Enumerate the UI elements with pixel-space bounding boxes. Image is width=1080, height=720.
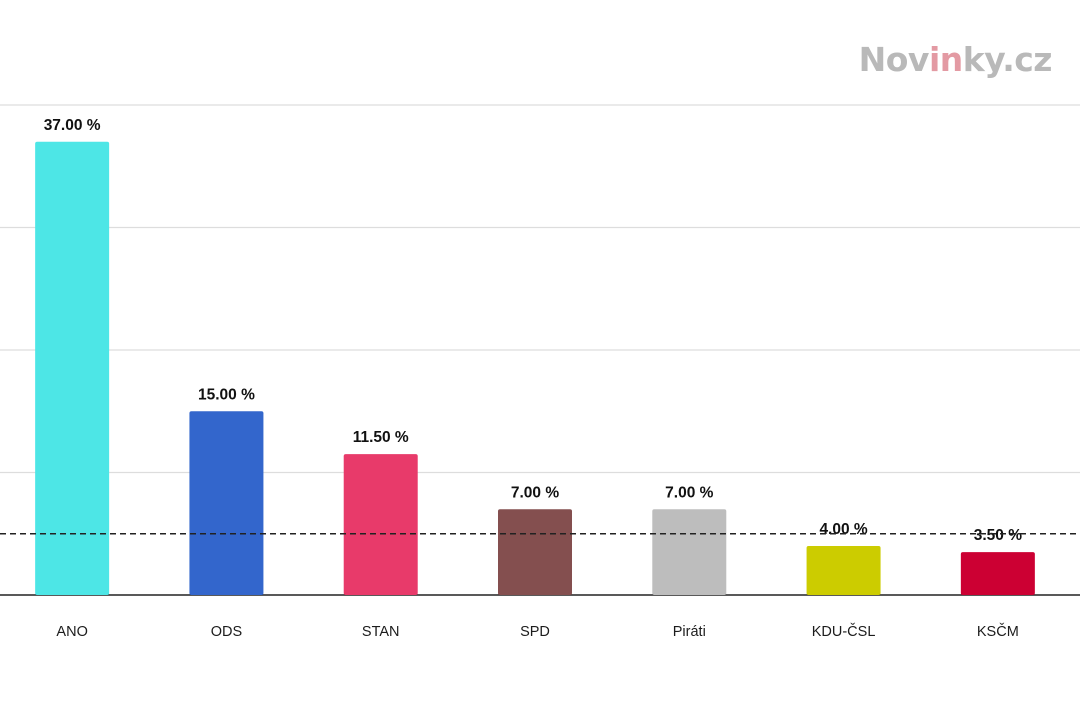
value-label: 3.50 % — [974, 527, 1022, 544]
bar-ksčm — [960, 552, 1035, 595]
bars — [35, 141, 1035, 595]
value-label: 15.00 % — [198, 386, 255, 403]
category-label: ODS — [211, 624, 242, 640]
logo-text-end: ky.cz — [962, 40, 1053, 79]
category-label: ANO — [56, 624, 87, 640]
category-label: SPD — [520, 624, 550, 640]
category-label: Piráti — [673, 624, 706, 640]
logo-text-accent: in — [928, 40, 963, 79]
bar-ods — [189, 411, 264, 595]
category-label: KDU-ČSL — [812, 623, 876, 640]
value-label: 4.00 % — [819, 521, 867, 538]
category-labels: ANO ODS STAN SPD Piráti KDU-ČSL KSČM — [56, 623, 1018, 640]
value-label: 7.00 % — [511, 484, 559, 501]
bar-stan — [343, 454, 418, 595]
bar-ano — [35, 141, 110, 595]
value-label: 11.50 % — [353, 429, 409, 446]
novinky-logo: Novinky.cz — [858, 40, 1053, 79]
value-label: 7.00 % — [665, 484, 713, 501]
category-label: STAN — [362, 624, 400, 640]
value-labels: 37.00 % 15.00 % 11.50 % 7.00 % 7.00 % 4.00 % 3… — [44, 117, 1023, 544]
bar-spd — [498, 509, 572, 595]
bar-kdu-čsl — [806, 546, 881, 595]
logo-text-start: Nov — [858, 40, 930, 79]
category-label: KSČM — [977, 623, 1019, 640]
value-label: 37.00 % — [44, 117, 101, 134]
bar-piráti — [652, 509, 727, 595]
